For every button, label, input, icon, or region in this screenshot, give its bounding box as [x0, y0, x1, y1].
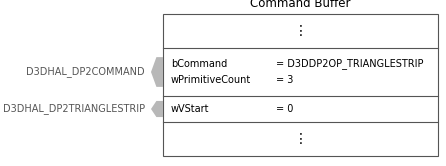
Text: bCommand: bCommand [171, 59, 227, 69]
Bar [163, 14, 438, 156]
Text: D3DHAL_DP2COMMAND: D3DHAL_DP2COMMAND [26, 67, 145, 78]
Text: ⋮: ⋮ [293, 132, 307, 146]
Polygon shape [151, 101, 163, 117]
Text: wPrimitiveCount: wPrimitiveCount [171, 75, 251, 85]
Text: = D3DDP2OP_TRIANGLESTRIP: = D3DDP2OP_TRIANGLESTRIP [276, 59, 424, 69]
Text: wVStart: wVStart [171, 104, 210, 114]
Text: = 0: = 0 [276, 104, 293, 114]
Polygon shape [151, 57, 163, 87]
Text: Command Buffer: Command Buffer [250, 0, 351, 10]
Text: ⋮: ⋮ [293, 24, 307, 38]
Text: D3DHAL_DP2TRIANGLESTRIP: D3DHAL_DP2TRIANGLESTRIP [3, 104, 145, 114]
Text: = 3: = 3 [276, 75, 293, 85]
